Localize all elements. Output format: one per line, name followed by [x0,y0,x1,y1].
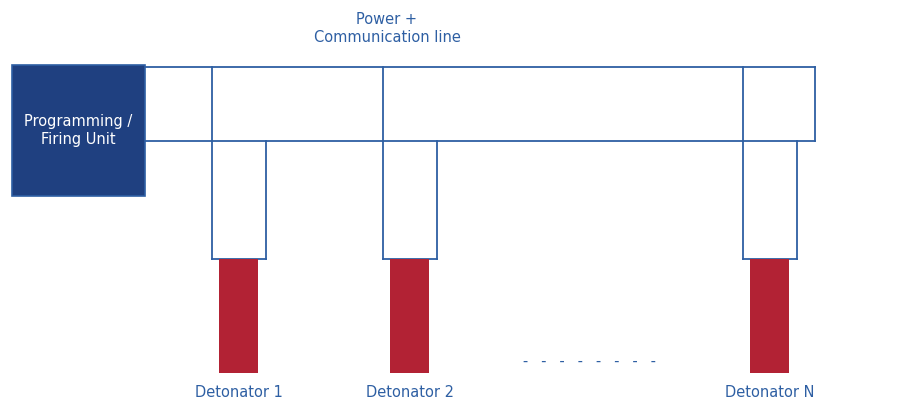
Text: Detonator N: Detonator N [724,385,814,400]
Bar [390,259,429,373]
Text: Detonator 1: Detonator 1 [194,385,283,400]
Bar [750,259,789,373]
Text: Programming /
Firing Unit: Programming / Firing Unit [24,114,132,147]
Text: - - - - - - - -: - - - - - - - - [521,354,658,369]
Text: Power +
Communication line: Power + Communication line [313,12,461,44]
FancyBboxPatch shape [12,65,145,196]
Text: Detonator 2: Detonator 2 [365,385,454,400]
Bar [219,259,258,373]
